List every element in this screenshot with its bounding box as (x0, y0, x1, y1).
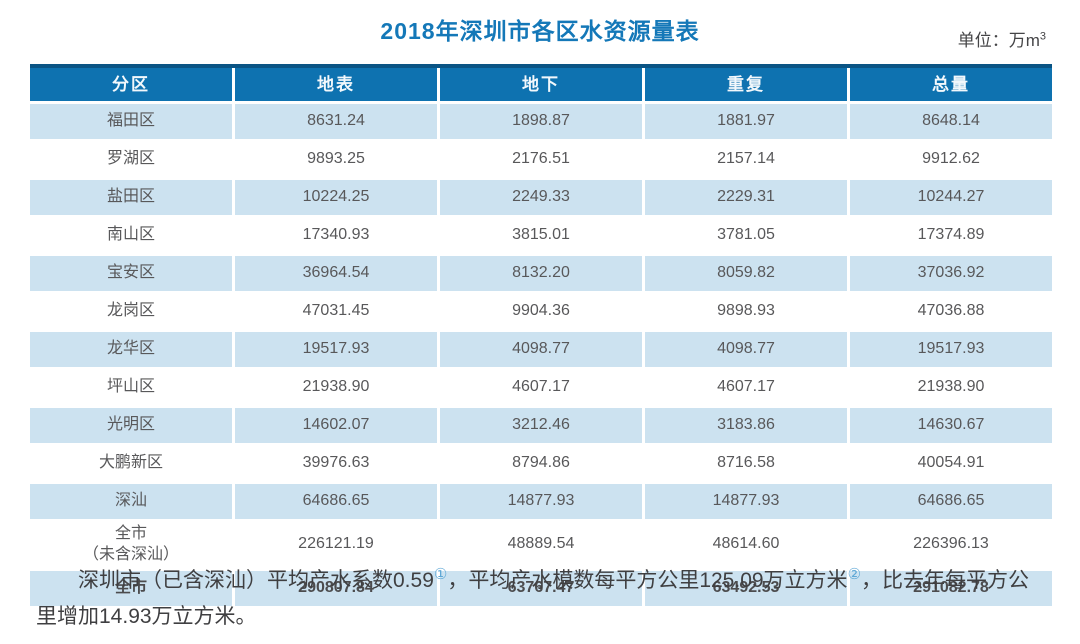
value-cell: 8631.24 (235, 104, 440, 139)
value-cell: 9898.93 (645, 294, 850, 329)
value-cell: 10244.27 (917, 188, 985, 206)
unit-superscript: 3 (1039, 30, 1046, 43)
table-row: 坪山区 21938.90 4607.17 4607.17 21938.90 (30, 370, 1052, 405)
value-cell: 3781.05 (645, 218, 850, 253)
value-cell: 40054.91 (917, 454, 985, 472)
table-row: 龙岗区 47031.45 9904.36 9898.93 47036.88 (30, 294, 1052, 329)
table-header-row: 分区 地表 地下 重复 总量 (30, 64, 1052, 101)
value-cell: 19517.93 (917, 340, 985, 358)
value-cell: 39976.63 (235, 446, 440, 481)
value-cell: 2229.31 (645, 180, 850, 215)
value-cell: 47031.45 (235, 294, 440, 329)
value-cell: 4607.17 (440, 370, 645, 405)
value-cell: 14602.07 (235, 408, 440, 443)
table-row: 宝安区 36964.54 8132.20 8059.82 37036.92 (30, 256, 1052, 291)
table-row: 全市 290807.84 63767.47 63492.53 291082.78 (30, 570, 1052, 606)
value-cell: 14630.67 (917, 416, 985, 434)
unit-text: 单位：万m (957, 31, 1040, 50)
value-cell: 4098.77 (440, 332, 645, 367)
value-cell: 63492.53 (645, 570, 850, 606)
district-name-cell: 龙华区 (30, 332, 235, 367)
table-row: 光明区 14602.07 3212.46 3183.86 14630.67 (30, 408, 1052, 443)
district-name-cell: 龙岗区 (30, 294, 235, 329)
value-cell: 2249.33 (440, 180, 645, 215)
value-cell: 4098.77 (645, 332, 850, 367)
value-cell: 8716.58 (645, 446, 850, 481)
district-name-cell: 全市 （未含深汕） (30, 522, 235, 568)
value-cell: 290807.84 (235, 570, 440, 606)
value-cell: 2176.51 (440, 142, 645, 177)
value-cell: 9893.25 (235, 142, 440, 177)
footnote-text-2: ，平均产水模数每平方公里125.09万立方米 (447, 569, 848, 592)
table-row: 龙华区 19517.93 4098.77 4098.77 19517.93 (30, 332, 1052, 367)
value-cell: 9912.62 (922, 150, 980, 168)
district-name-cell: 光明区 (30, 408, 235, 443)
header-cell: 分区 (30, 68, 235, 101)
value-cell: 8132.20 (440, 256, 645, 291)
table-row: 福田区 8631.24 1898.87 1881.97 8648.14 (30, 104, 1052, 139)
value-cell: 10224.25 (235, 180, 440, 215)
value-cell: 63767.47 (440, 570, 645, 606)
footnote-text-1: 深圳市（已含深汕）平均产水系数0.59 (78, 569, 434, 592)
table-row: 深汕 64686.65 14877.93 14877.93 64686.65 (30, 484, 1052, 519)
value-cell: 4607.17 (645, 370, 850, 405)
footnote-ref-2-icon: ② (847, 566, 862, 583)
value-cell: 1898.87 (440, 104, 645, 139)
header-cell: 总量 (932, 75, 970, 94)
value-cell: 17374.89 (917, 226, 985, 244)
district-name-cell: 福田区 (30, 104, 235, 139)
value-cell: 47036.88 (917, 302, 985, 320)
table-body: 福田区 8631.24 1898.87 1881.97 8648.14 罗湖区 9893.2… (30, 104, 1052, 606)
value-cell: 21938.90 (235, 370, 440, 405)
value-cell: 3212.46 (440, 408, 645, 443)
table-row: 盐田区 10224.25 2249.33 2229.31 10244.27 (30, 180, 1052, 215)
footnote-text-3: ，比去年每平方公里增加14.93万立方米。 (36, 569, 1030, 628)
value-cell: 8794.86 (440, 446, 645, 481)
value-cell: 17340.93 (235, 218, 440, 253)
value-cell: 3815.01 (440, 218, 645, 253)
value-cell: 36964.54 (235, 256, 440, 291)
value-cell: 3183.86 (645, 408, 850, 443)
table-row: 全市 （未含深汕） 226121.19 48889.54 48614.60 226396… (30, 522, 1052, 568)
value-cell: 226121.19 (235, 522, 440, 568)
district-name-cell: 大鹏新区 (30, 446, 235, 481)
header-cell: 重复 (645, 68, 850, 101)
page-title: 2018年深圳市各区水资源量表 (380, 18, 700, 44)
value-cell: 37036.92 (917, 264, 985, 282)
footnote-ref-1-icon: ① (433, 566, 448, 583)
value-cell: 291082.78 (913, 578, 989, 596)
value-cell: 1881.97 (645, 104, 850, 139)
header-cell: 地表 (235, 68, 440, 101)
value-cell: 9904.36 (440, 294, 645, 329)
district-name-cell: 坪山区 (30, 370, 235, 405)
district-name-cell: 全市 (30, 570, 235, 606)
header-cell: 地下 (440, 68, 645, 101)
value-cell: 8059.82 (645, 256, 850, 291)
district-name-cell: 盐田区 (30, 180, 235, 215)
value-cell: 48889.54 (440, 522, 645, 568)
table-row: 罗湖区 9893.25 2176.51 2157.14 9912.62 (30, 142, 1052, 177)
water-resources-table: 分区 地表 地下 重复 总量 福田区 8631.24 1898.87 1881.97 8648.… (30, 64, 1052, 606)
value-cell: 226396.13 (913, 535, 989, 553)
value-cell: 2157.14 (645, 142, 850, 177)
value-cell: 19517.93 (235, 332, 440, 367)
footnote: 深圳市（已含深汕）平均产水系数0.59①，平均产水模数每平方公里125.09万立… (36, 563, 1040, 635)
district-name-cell: 宝安区 (30, 256, 235, 291)
district-name-cell: 南山区 (30, 218, 235, 253)
value-cell: 64686.65 (235, 484, 440, 519)
district-name-cell: 深汕 (30, 484, 235, 519)
value-cell: 14877.93 (645, 484, 850, 519)
table-row: 大鹏新区 39976.63 8794.86 8716.58 40054.91 (30, 446, 1052, 481)
value-cell: 21938.90 (917, 378, 985, 396)
unit-label: 单位：万m3 (958, 26, 1046, 51)
value-cell: 48614.60 (645, 522, 850, 568)
table-row: 南山区 17340.93 3815.01 3781.05 17374.89 (30, 218, 1052, 253)
value-cell: 8648.14 (922, 112, 980, 130)
value-cell: 64686.65 (917, 492, 985, 510)
value-cell: 14877.93 (440, 484, 645, 519)
district-name-cell: 罗湖区 (30, 142, 235, 177)
